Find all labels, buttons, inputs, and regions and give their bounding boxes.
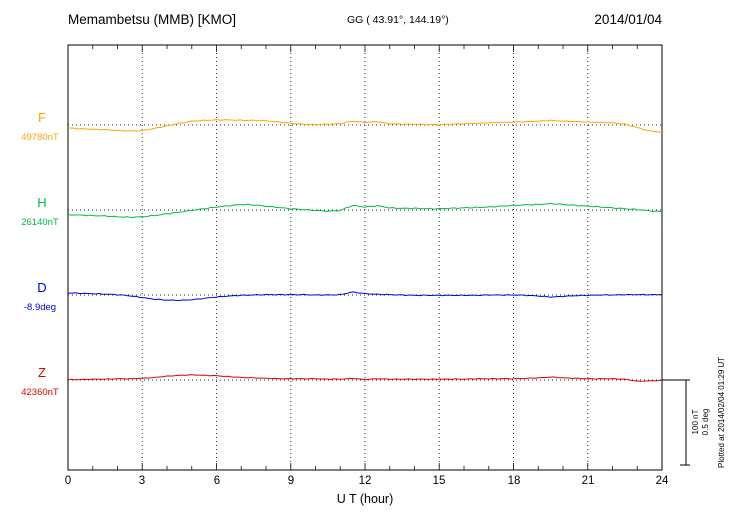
trace-F [67, 119, 663, 133]
series-label-H: H [37, 195, 46, 210]
x-tick-3: 3 [139, 475, 145, 487]
series-value-F: 49780nT [21, 132, 59, 143]
series-label-F: F [38, 110, 46, 125]
x-axis-label: U T (hour) [337, 492, 394, 506]
x-tick-9: 9 [288, 475, 294, 487]
trace-Z [67, 374, 663, 382]
trace-H [67, 202, 663, 219]
grid-layer [68, 45, 662, 470]
x-tick-6: 6 [214, 475, 220, 487]
x-tick-24: 24 [656, 475, 669, 487]
scale-label-deg: 0.5 deg [701, 409, 710, 436]
station-coords: GG ( 43.91°, 144.19°) [347, 14, 449, 26]
station-title: Memambetsu (MMB) [KMO] [68, 12, 236, 27]
series-value-H: 26140nT [21, 217, 59, 228]
trace-D [67, 291, 663, 302]
series-value-D: -8.9deg [24, 302, 56, 313]
trace-layer [67, 119, 663, 382]
x-tick-12: 12 [359, 475, 372, 487]
scale-label-nt: 100 nT [691, 409, 700, 434]
series-label-D: D [37, 280, 46, 295]
x-tick-15: 15 [433, 475, 446, 487]
series-value-Z: 42360nT [21, 387, 59, 398]
x-tick-21: 21 [582, 475, 595, 487]
x-tick-0: 0 [65, 475, 71, 487]
series-label-Z: Z [38, 365, 46, 380]
plot-footnote: Plotted at 2014/02/04 01:29 UT [717, 357, 726, 468]
plot-date: 2014/01/04 [594, 12, 662, 27]
scale-bar: 100 nT 0.5 deg [662, 379, 710, 466]
x-tick-18: 18 [508, 475, 521, 487]
